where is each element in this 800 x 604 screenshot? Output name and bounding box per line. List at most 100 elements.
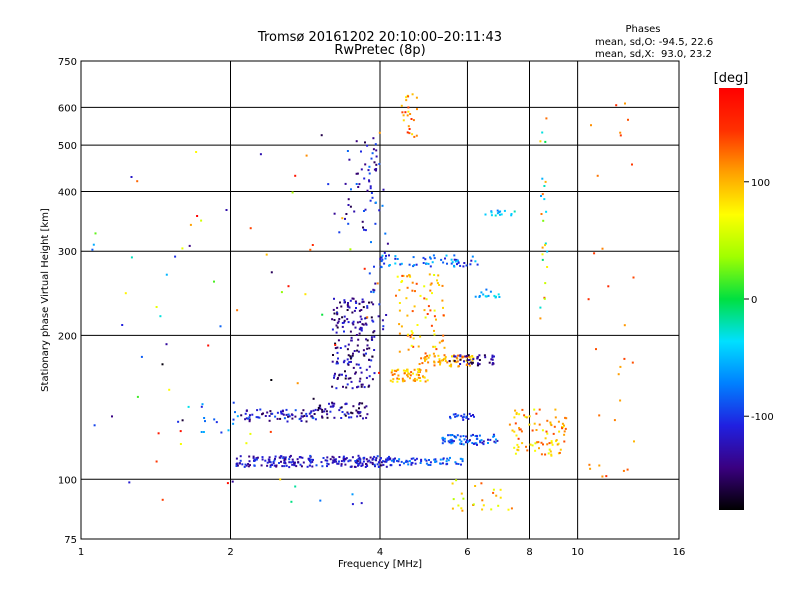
- data-point: [533, 408, 536, 411]
- data-point: [326, 416, 329, 419]
- data-point: [519, 428, 522, 431]
- data-point: [482, 443, 485, 446]
- data-point: [405, 96, 408, 99]
- data-point: [445, 254, 448, 257]
- data-point: [433, 364, 436, 367]
- data-point: [343, 413, 346, 416]
- data-point: [444, 356, 447, 358]
- data-point: [441, 359, 443, 362]
- data-point: [347, 354, 350, 357]
- data-point: [371, 378, 374, 381]
- data-point: [539, 140, 542, 143]
- data-point: [282, 457, 285, 460]
- data-point: [409, 275, 412, 278]
- data-point: [331, 360, 334, 363]
- data-point: [544, 140, 547, 143]
- data-point: [457, 261, 460, 264]
- data-point: [410, 118, 413, 120]
- data-point: [258, 416, 261, 419]
- data-point: [301, 415, 304, 418]
- data-point: [236, 309, 239, 312]
- data-point: [396, 380, 399, 383]
- data-point: [436, 279, 438, 282]
- data-point: [433, 274, 436, 276]
- data-point: [564, 416, 567, 419]
- data-point: [305, 420, 308, 423]
- data-point: [343, 359, 346, 362]
- data-point: [344, 463, 347, 466]
- data-point: [473, 415, 475, 418]
- data-point: [507, 508, 510, 511]
- data-point: [239, 459, 242, 462]
- data-point: [450, 434, 453, 437]
- data-point: [382, 463, 385, 466]
- data-point: [344, 345, 347, 348]
- data-point: [632, 276, 635, 279]
- data-point: [370, 316, 373, 319]
- data-point: [354, 371, 357, 374]
- data-point: [368, 179, 370, 182]
- data-point: [478, 354, 481, 357]
- data-point: [248, 416, 251, 419]
- data-point: [378, 163, 381, 165]
- data-point: [326, 456, 329, 459]
- data-point: [236, 415, 239, 418]
- data-point: [266, 461, 269, 464]
- data-point: [311, 460, 314, 463]
- data-point: [465, 435, 468, 438]
- data-point: [200, 431, 203, 433]
- data-point: [455, 415, 458, 418]
- data-point: [294, 415, 297, 418]
- data-point: [422, 376, 425, 379]
- data-point: [494, 214, 497, 217]
- data-point: [161, 498, 164, 501]
- data-point: [491, 356, 494, 359]
- data-point: [433, 329, 435, 332]
- plot-grid: [81, 61, 679, 539]
- data-point: [471, 255, 474, 258]
- data-point: [448, 364, 451, 367]
- data-point: [412, 337, 415, 340]
- data-point: [368, 301, 370, 304]
- data-point: [333, 312, 336, 315]
- data-point: [187, 405, 190, 408]
- data-point: [400, 325, 403, 328]
- data-point: [360, 329, 363, 332]
- data-point: [416, 108, 418, 111]
- data-point: [333, 402, 336, 405]
- data-point: [459, 358, 462, 361]
- data-point: [513, 210, 516, 213]
- data-point: [373, 265, 375, 268]
- data-point: [288, 415, 291, 418]
- data-point: [417, 376, 420, 379]
- data-point: [403, 372, 406, 375]
- data-point: [453, 258, 456, 261]
- data-point: [427, 262, 430, 265]
- data-point: [268, 456, 271, 459]
- data-point: [541, 429, 544, 432]
- data-point: [478, 363, 481, 366]
- y-tick-label: 750: [58, 57, 77, 68]
- data-point: [417, 374, 420, 376]
- data-point: [565, 417, 568, 420]
- data-point: [360, 502, 363, 505]
- data-point: [460, 507, 463, 510]
- data-point: [247, 463, 250, 465]
- data-point: [262, 412, 264, 415]
- data-point: [294, 174, 297, 177]
- data-point: [490, 358, 493, 361]
- data-point: [450, 258, 453, 261]
- data-point: [555, 439, 558, 442]
- data-point: [368, 365, 371, 368]
- data-point: [499, 488, 502, 491]
- data-point: [472, 433, 474, 436]
- data-point: [524, 415, 527, 418]
- data-point: [419, 379, 422, 382]
- data-point: [388, 254, 390, 257]
- data-point: [384, 257, 387, 260]
- data-point: [354, 326, 357, 329]
- data-point: [434, 458, 437, 461]
- data-point: [492, 488, 495, 491]
- data-point: [346, 309, 349, 311]
- data-point: [373, 161, 376, 164]
